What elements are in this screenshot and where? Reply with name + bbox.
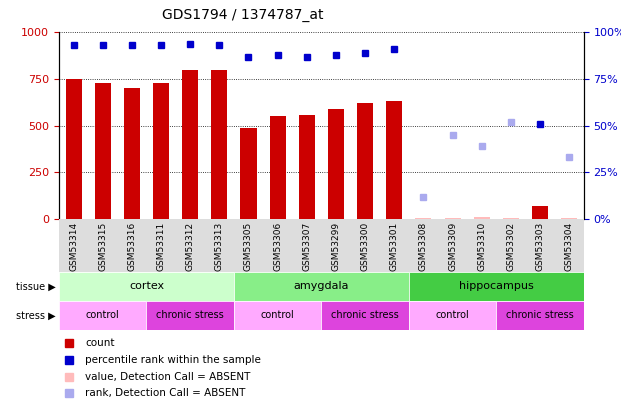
Text: control: control [436, 311, 469, 320]
Bar [532, 206, 548, 219]
Text: GDS1794 / 1374787_at: GDS1794 / 1374787_at [162, 8, 324, 22]
Text: amygdala: amygdala [294, 281, 349, 291]
Bar [322, 301, 409, 330]
Text: GSM53306: GSM53306 [273, 222, 282, 271]
Text: GSM53309: GSM53309 [448, 222, 457, 271]
Text: value, Detection Call = ABSENT: value, Detection Call = ABSENT [85, 372, 251, 382]
Text: count: count [85, 339, 115, 348]
Bar [270, 116, 286, 219]
Bar [153, 83, 169, 219]
Text: GSM53313: GSM53313 [215, 222, 224, 271]
Text: GSM53299: GSM53299 [332, 222, 340, 271]
Bar [409, 301, 496, 330]
Bar [474, 217, 490, 219]
Text: GSM53315: GSM53315 [98, 222, 107, 271]
Text: control: control [261, 311, 294, 320]
Bar [59, 301, 147, 330]
Bar [386, 102, 402, 219]
Text: cortex: cortex [129, 281, 164, 291]
Text: GSM53302: GSM53302 [506, 222, 515, 271]
Text: GSM53304: GSM53304 [564, 222, 574, 271]
Bar [234, 272, 409, 301]
Text: stress ▶: stress ▶ [16, 311, 56, 320]
Bar [445, 218, 461, 219]
Bar [240, 128, 256, 219]
Text: chronic stress: chronic stress [506, 311, 574, 320]
Text: hippocampus: hippocampus [459, 281, 533, 291]
Text: tissue ▶: tissue ▶ [16, 281, 56, 291]
Bar [415, 217, 432, 219]
Text: GSM53310: GSM53310 [477, 222, 486, 271]
Text: GSM53301: GSM53301 [390, 222, 399, 271]
Bar [409, 272, 584, 301]
Text: GSM53316: GSM53316 [127, 222, 137, 271]
Text: rank, Detection Call = ABSENT: rank, Detection Call = ABSENT [85, 388, 246, 399]
Bar [66, 79, 81, 219]
Text: GSM53305: GSM53305 [244, 222, 253, 271]
Text: control: control [86, 311, 120, 320]
Bar [299, 115, 315, 219]
Text: chronic stress: chronic stress [331, 311, 399, 320]
Bar [147, 301, 234, 330]
Bar [182, 70, 198, 219]
Text: GSM53308: GSM53308 [419, 222, 428, 271]
Text: GSM53311: GSM53311 [156, 222, 166, 271]
Text: GSM53314: GSM53314 [69, 222, 78, 271]
Bar [124, 88, 140, 219]
Bar [561, 217, 577, 219]
Text: percentile rank within the sample: percentile rank within the sample [85, 355, 261, 365]
Text: GSM53312: GSM53312 [186, 222, 194, 271]
Bar [95, 83, 111, 219]
Text: GSM53307: GSM53307 [302, 222, 311, 271]
Bar [357, 103, 373, 219]
Bar [234, 301, 322, 330]
Bar [496, 301, 584, 330]
Text: chronic stress: chronic stress [156, 311, 224, 320]
Bar [211, 70, 227, 219]
Bar [328, 109, 344, 219]
Bar [59, 272, 234, 301]
Bar [503, 217, 519, 219]
Text: GSM53300: GSM53300 [361, 222, 369, 271]
Text: GSM53303: GSM53303 [535, 222, 545, 271]
